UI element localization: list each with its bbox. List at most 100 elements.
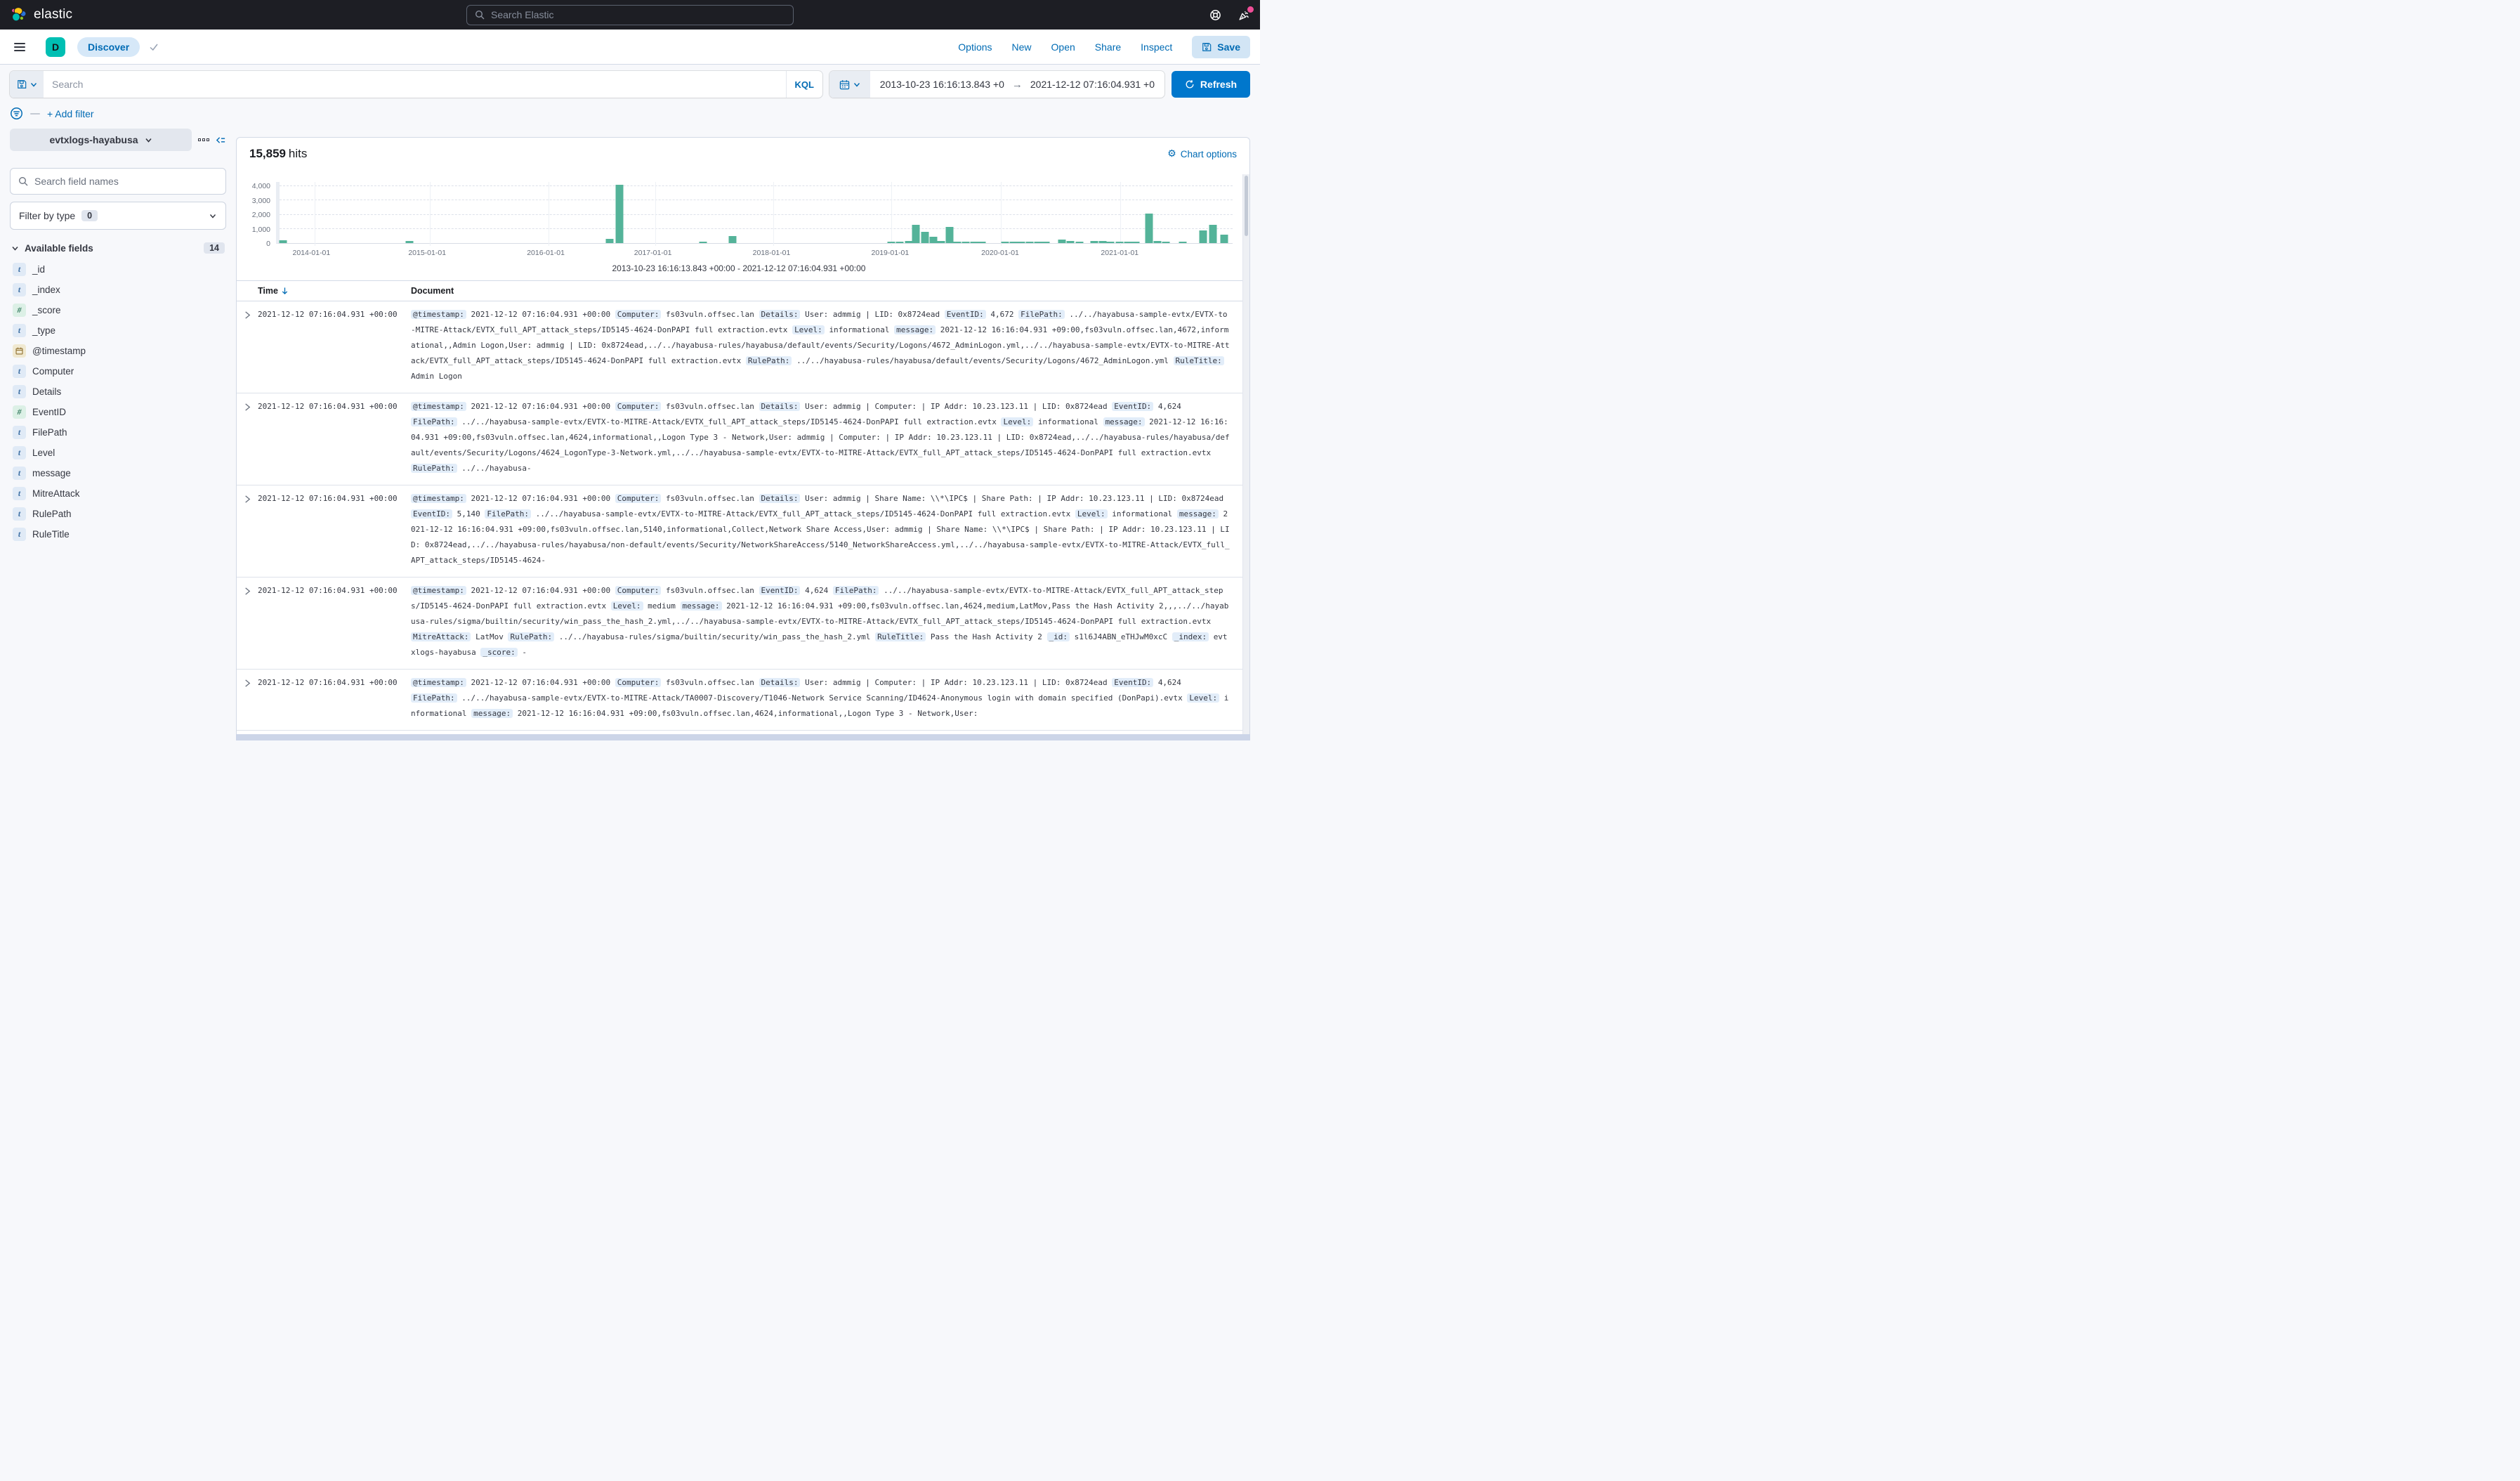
collapse-sidebar-icon[interactable] (216, 135, 226, 145)
add-filter-button[interactable]: + Add filter (47, 107, 94, 119)
histogram-bar[interactable] (605, 238, 614, 243)
histogram-bar[interactable] (905, 241, 913, 243)
chart-options-button[interactable]: ⚙ Chart options (1167, 148, 1237, 159)
menu-icon[interactable] (10, 40, 29, 54)
histogram-bar[interactable] (699, 241, 707, 243)
expand-row-icon[interactable] (237, 675, 258, 722)
elastic-logo[interactable]: elastic (10, 6, 72, 24)
refresh-button[interactable]: Refresh (1172, 71, 1250, 98)
expand-row-icon[interactable] (237, 399, 258, 476)
field-item-MitreAttack[interactable]: t MitreAttack (10, 483, 226, 504)
vertical-scrollbar[interactable] (1242, 174, 1249, 734)
new-button[interactable]: New (1011, 41, 1032, 53)
histogram-bar[interactable] (1220, 234, 1228, 243)
histogram-bar[interactable] (953, 241, 962, 243)
index-pattern-select[interactable]: evtxlogs-hayabusa (10, 129, 192, 151)
histogram-bar[interactable] (929, 236, 938, 243)
histogram-bar[interactable] (1042, 241, 1050, 243)
histogram-bar[interactable] (1001, 241, 1009, 243)
histogram-bar[interactable] (945, 226, 954, 243)
histogram-bar[interactable] (1115, 241, 1124, 243)
date-quick-menu-button[interactable] (829, 71, 870, 98)
horizontal-scrollbar[interactable] (236, 734, 1250, 740)
histogram-bar[interactable] (1131, 241, 1140, 243)
available-fields-header[interactable]: Available fields 14 (11, 242, 225, 254)
field-settings-icon[interactable] (198, 138, 209, 141)
filter-by-type-select[interactable]: Filter by type 0 (10, 202, 226, 230)
expand-row-icon[interactable] (237, 583, 258, 660)
help-icon[interactable] (1209, 9, 1221, 21)
histogram-bar[interactable] (937, 241, 945, 243)
histogram-bar[interactable] (912, 224, 920, 243)
histogram-bar[interactable] (1179, 241, 1187, 243)
news-feed-icon[interactable] (1238, 6, 1254, 21)
field-item-message[interactable]: t message (10, 463, 226, 483)
histogram-bar[interactable] (1009, 241, 1018, 243)
histogram-bar[interactable] (615, 185, 624, 243)
histogram-bar[interactable] (921, 231, 929, 243)
space-avatar[interactable]: D (46, 37, 65, 57)
field-search-placeholder: Search field names (34, 176, 119, 187)
date-from[interactable]: 2013-10-23 16:16:13.843 +0 (879, 79, 1004, 90)
histogram-bar[interactable] (279, 240, 287, 243)
save-button[interactable]: Save (1192, 35, 1250, 58)
global-search-input[interactable]: Search Elastic (466, 4, 794, 25)
histogram-bar[interactable] (1090, 240, 1098, 243)
breadcrumb[interactable]: Discover (77, 37, 140, 57)
field-item-_type[interactable]: t _type (10, 320, 226, 341)
date-range-arrow: → (1011, 78, 1023, 91)
filter-menu-icon[interactable] (10, 107, 23, 120)
field-badge: @timestamp: (411, 494, 466, 503)
field-item-_score[interactable]: # _score (10, 300, 226, 320)
date-to[interactable]: 2021-12-12 07:16:04.931 +0 (1030, 79, 1155, 90)
histogram-bar[interactable] (895, 241, 904, 243)
saved-query-menu-button[interactable] (10, 71, 44, 98)
field-item-Level[interactable]: t Level (10, 443, 226, 463)
histogram-bar[interactable] (887, 241, 895, 243)
histogram-bar[interactable] (728, 235, 737, 243)
histogram-bar[interactable] (405, 240, 414, 243)
expand-row-icon[interactable] (237, 307, 258, 384)
field-item-_id[interactable]: t _id (10, 259, 226, 280)
expand-row-icon[interactable] (237, 491, 258, 568)
histogram-bar[interactable] (1025, 241, 1034, 243)
histogram-bar[interactable] (1106, 241, 1115, 243)
query-input-placeholder[interactable]: Search (52, 79, 84, 90)
histogram-bar[interactable] (1199, 230, 1207, 243)
notification-badge (1247, 6, 1254, 13)
field-item-Computer[interactable]: t Computer (10, 361, 226, 381)
options-button[interactable]: Options (958, 41, 992, 53)
histogram-bar[interactable] (1075, 241, 1084, 243)
histogram-bar[interactable] (962, 241, 970, 243)
histogram-bar[interactable] (978, 241, 986, 243)
y-tick: 3,000 (251, 196, 270, 205)
histogram-bar[interactable] (1209, 224, 1216, 243)
field-item-RulePath[interactable]: t RulePath (10, 504, 226, 524)
histogram-plot[interactable] (276, 182, 1233, 246)
field-item-@timestamp[interactable]: @timestamp (10, 341, 226, 361)
histogram-bar[interactable] (1034, 241, 1042, 243)
field-search-input[interactable]: Search field names (10, 168, 226, 195)
histogram-bar[interactable] (1066, 241, 1075, 243)
field-item-RuleTitle[interactable]: t RuleTitle (10, 524, 226, 544)
field-item-FilePath[interactable]: t FilePath (10, 422, 226, 443)
histogram-bar[interactable] (970, 241, 978, 243)
histogram-bar[interactable] (1145, 214, 1153, 243)
share-button[interactable]: Share (1094, 41, 1122, 53)
field-item-_index[interactable]: t _index (10, 280, 226, 300)
histogram-bar[interactable] (1058, 239, 1066, 243)
time-column-header[interactable]: Time (258, 286, 411, 296)
field-item-Details[interactable]: t Details (10, 381, 226, 402)
query-input[interactable]: Search KQL (10, 71, 822, 98)
open-button[interactable]: Open (1051, 41, 1075, 53)
field-item-EventID[interactable]: # EventID (10, 402, 226, 422)
date-picker[interactable]: 2013-10-23 16:16:13.843 +0 → 2021-12-12 … (829, 71, 1164, 98)
histogram-bar[interactable] (1153, 241, 1162, 243)
histogram-bar[interactable] (1162, 241, 1170, 243)
histogram-bar[interactable] (1124, 241, 1132, 243)
inspect-button[interactable]: Inspect (1141, 41, 1173, 53)
histogram-bar[interactable] (1017, 241, 1025, 243)
histogram-bar[interactable] (1098, 241, 1107, 243)
query-language-button[interactable]: KQL (785, 71, 822, 98)
field-name: FilePath (32, 427, 67, 438)
